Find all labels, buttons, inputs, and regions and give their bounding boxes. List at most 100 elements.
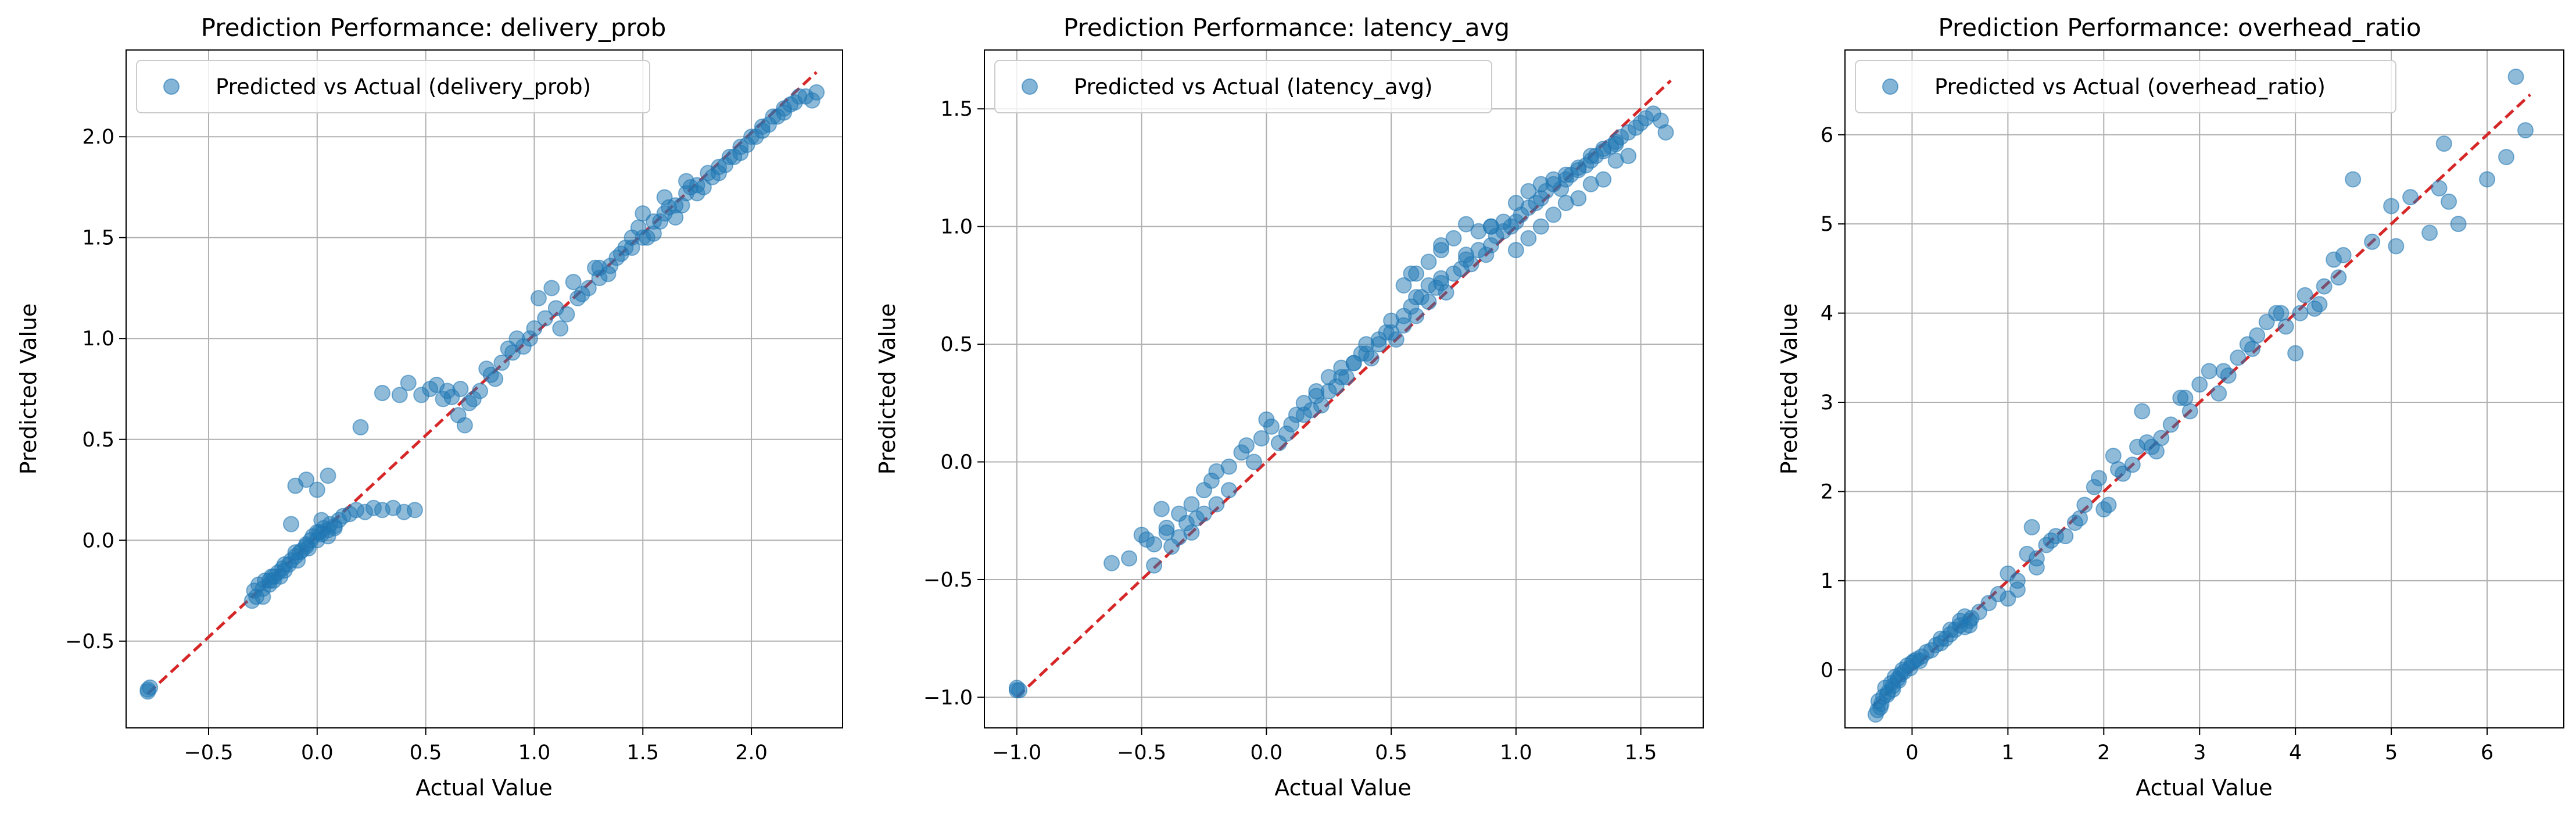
data-point bbox=[1570, 190, 1587, 207]
y-tick-label: −0.5 bbox=[923, 569, 973, 592]
legend-label: Predicted vs Actual (overhead_ratio) bbox=[1934, 74, 2326, 99]
data-point bbox=[1420, 277, 1437, 294]
x-tick-label: 0.0 bbox=[301, 741, 334, 765]
data-point bbox=[139, 683, 156, 700]
x-tick-label: 0 bbox=[1905, 741, 1918, 765]
x-tick-label: 5 bbox=[2385, 741, 2398, 765]
data-point bbox=[2507, 69, 2524, 85]
y-tick-label: 0 bbox=[1821, 659, 1833, 682]
data-point bbox=[652, 213, 669, 230]
data-point bbox=[1220, 482, 1237, 499]
data-point bbox=[1620, 148, 1637, 165]
x-axis-label: Actual Value bbox=[1274, 775, 1411, 801]
data-point bbox=[1607, 135, 1624, 152]
y-tick-label: −0.5 bbox=[65, 630, 114, 653]
x-tick-label: 1.0 bbox=[1500, 741, 1532, 765]
y-tick-label: 4 bbox=[1821, 302, 1833, 326]
data-point bbox=[1507, 195, 1524, 212]
y-tick-label: 3 bbox=[1821, 391, 1833, 415]
data-point bbox=[1253, 430, 1270, 447]
data-point bbox=[747, 128, 764, 145]
data-point bbox=[1345, 355, 1362, 372]
data-point bbox=[2100, 496, 2117, 513]
data-point bbox=[617, 240, 634, 256]
data-point bbox=[276, 556, 293, 573]
y-tick-label: 0.0 bbox=[940, 451, 973, 474]
data-point bbox=[682, 178, 699, 195]
data-point bbox=[313, 512, 330, 528]
data-point bbox=[1383, 324, 1400, 341]
data-point bbox=[374, 384, 390, 401]
data-point bbox=[2383, 198, 2400, 215]
x-axis-label: Actual Value bbox=[2136, 775, 2272, 801]
data-point bbox=[2057, 528, 2074, 545]
data-point bbox=[2479, 171, 2496, 188]
y-tick-label: 0.5 bbox=[82, 428, 114, 452]
legend: Predicted vs Actual (overhead_ratio) bbox=[1855, 60, 2396, 113]
data-point bbox=[639, 229, 655, 246]
data-point bbox=[1395, 308, 1412, 324]
data-point bbox=[2215, 363, 2232, 380]
data-point bbox=[1358, 345, 1375, 362]
data-point bbox=[255, 588, 271, 605]
data-point bbox=[2498, 149, 2515, 166]
y-tick-label: 1.0 bbox=[82, 327, 114, 351]
x-tick-label: 1.5 bbox=[1625, 741, 1657, 765]
data-point bbox=[2023, 519, 2040, 535]
data-point bbox=[530, 290, 547, 306]
data-point bbox=[2210, 385, 2227, 402]
data-point bbox=[1657, 124, 1674, 141]
data-point bbox=[1438, 284, 1454, 301]
data-point bbox=[2043, 532, 2059, 549]
plot-frame bbox=[984, 49, 1704, 728]
data-point bbox=[1183, 524, 1200, 541]
data-point bbox=[2311, 296, 2328, 313]
data-point bbox=[791, 88, 808, 105]
data-point bbox=[2402, 189, 2419, 206]
data-point bbox=[2388, 238, 2405, 255]
data-point bbox=[287, 544, 304, 561]
data-point bbox=[2000, 590, 2016, 607]
data-point bbox=[493, 354, 510, 371]
data-point bbox=[1238, 437, 1255, 454]
x-tick-label: −1.0 bbox=[992, 741, 1041, 765]
legend-label: Predicted vs Actual (latency_avg) bbox=[1074, 74, 1432, 99]
data-point bbox=[1158, 519, 1175, 536]
chart-title: Prediction Performance: latency_avg bbox=[1063, 13, 1510, 42]
data-point bbox=[2450, 216, 2467, 233]
data-point bbox=[543, 280, 560, 297]
data-point bbox=[635, 205, 651, 222]
x-tick-label: 1.5 bbox=[626, 741, 659, 765]
data-point bbox=[1582, 148, 1599, 165]
x-tick-label: −0.5 bbox=[1117, 741, 1166, 765]
data-point bbox=[808, 84, 825, 101]
legend: Predicted vs Actual (delivery_prob) bbox=[136, 60, 650, 113]
y-axis-label: Predicted Value bbox=[875, 303, 900, 475]
data-point bbox=[326, 520, 343, 537]
data-point bbox=[2009, 572, 2026, 589]
data-point bbox=[487, 370, 504, 387]
x-tick-label: 2.0 bbox=[735, 741, 768, 765]
data-point bbox=[2316, 278, 2333, 295]
data-point bbox=[1457, 247, 1474, 263]
data-point bbox=[600, 266, 617, 283]
data-point bbox=[1408, 289, 1425, 306]
data-point bbox=[1146, 557, 1163, 574]
data-point bbox=[1195, 505, 1212, 522]
data-point bbox=[1532, 218, 1549, 235]
data-point bbox=[558, 306, 575, 323]
legend-marker bbox=[1882, 78, 1898, 95]
y-tick-label: −1.0 bbox=[923, 686, 973, 709]
y-tick-label: 1.0 bbox=[940, 216, 973, 239]
data-point bbox=[1433, 270, 1450, 287]
data-point bbox=[1183, 496, 1200, 513]
data-point bbox=[1403, 265, 1420, 282]
data-point bbox=[1420, 253, 1437, 270]
data-point bbox=[465, 391, 482, 408]
data-point bbox=[704, 169, 721, 185]
subplot-delivery-prob: Prediction Performance: delivery_prob −0… bbox=[16, 13, 843, 801]
y-tick-label: 2 bbox=[1821, 480, 1833, 503]
data-point bbox=[1557, 166, 1574, 183]
x-tick-label: 1 bbox=[2001, 741, 2014, 765]
data-point bbox=[2177, 390, 2194, 406]
